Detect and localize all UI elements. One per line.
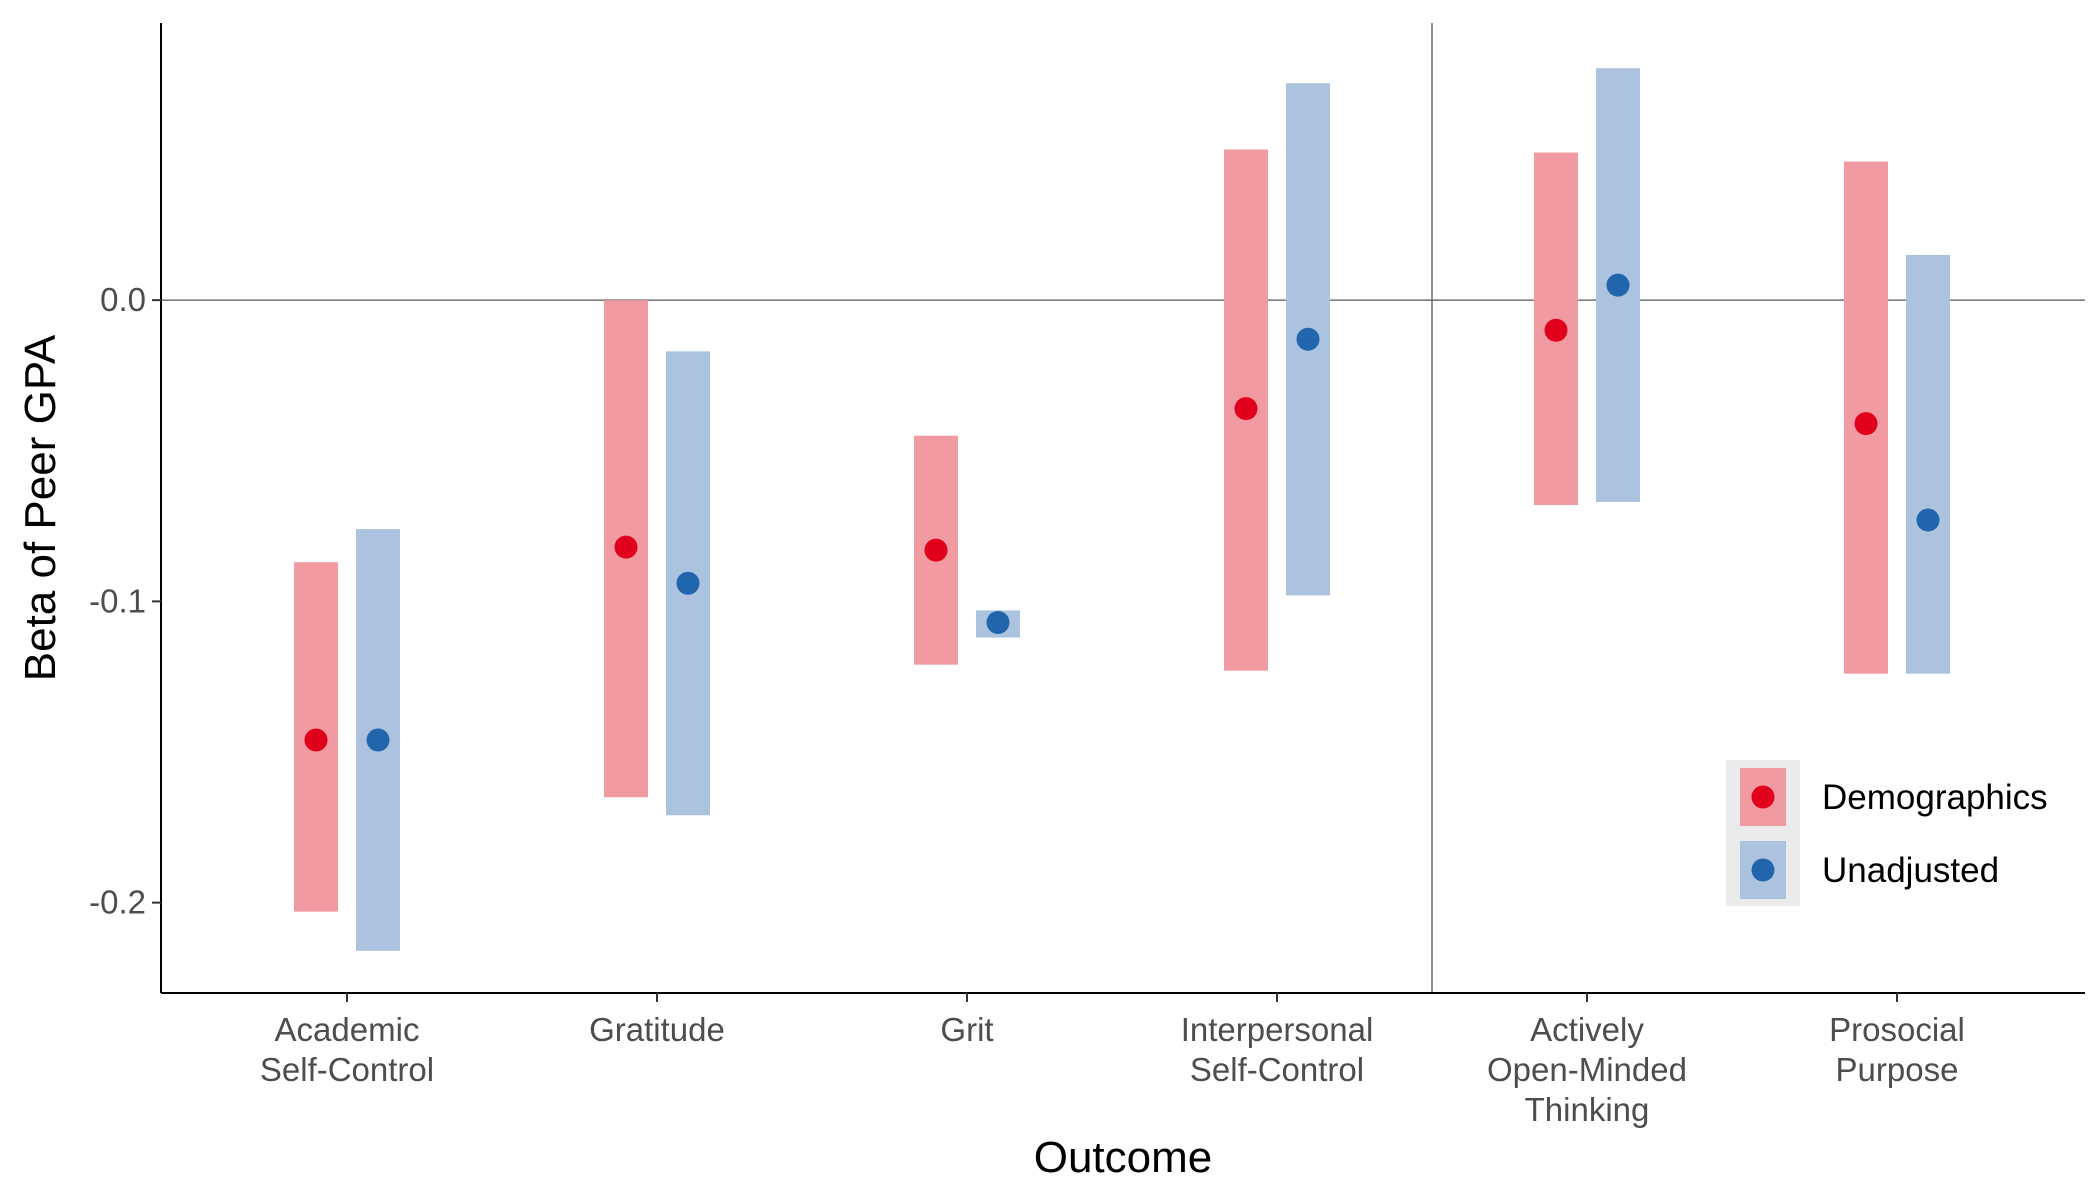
x-tick-label-5: Prosocial Purpose: [1829, 1011, 1965, 1088]
x-tick-label-line: Thinking: [1525, 1091, 1650, 1128]
estimate-points: [304, 273, 1940, 752]
legend-key-demographics-point: [1751, 785, 1775, 809]
unadjusted-point-0: [366, 728, 390, 752]
demographics-point-5: [1854, 412, 1878, 436]
x-tick-label-line: Open-Minded: [1487, 1051, 1687, 1088]
x-tick-label-2: Grit: [940, 1011, 993, 1048]
x-tick-label-line: Purpose: [1836, 1051, 1959, 1088]
y-axis-title: Beta of Peer GPA: [16, 334, 65, 681]
y-tick-label-0: 0.0: [100, 281, 146, 318]
y-tick-label-2: -0.2: [89, 884, 146, 921]
x-tick-label-0: Academic Self-Control: [260, 1011, 434, 1088]
reference-lines: [161, 23, 2085, 993]
x-tick-label-line: Interpersonal: [1181, 1011, 1374, 1048]
unadjusted-point-3: [1296, 327, 1320, 351]
legend-key-unadjusted-point: [1751, 858, 1775, 882]
demographics-point-0: [304, 728, 328, 752]
unadjusted-point-2: [986, 610, 1010, 634]
unadjusted-point-5: [1916, 508, 1940, 532]
x-tick-label-line: Self-Control: [1190, 1051, 1364, 1088]
x-tick-label-3: Interpersonal Self-Control: [1181, 1011, 1374, 1088]
legend-label-unadjusted: Unadjusted: [1822, 851, 1999, 890]
x-tick-label-line: Actively: [1530, 1011, 1644, 1048]
legend-label-demographics: Demographics: [1822, 778, 2048, 817]
x-tick-label-1: Gratitude: [589, 1011, 725, 1048]
x-tick-label-4: Actively Open-Minded Thinking: [1487, 1011, 1687, 1128]
x-axis-title: Outcome: [1034, 1133, 1213, 1182]
unadjusted-point-1: [676, 571, 700, 595]
interval-bars: [294, 68, 1950, 951]
x-tick-label-line: Self-Control: [260, 1051, 434, 1088]
x-tick-label-line: Academic: [275, 1011, 420, 1048]
demographics-point-3: [1234, 397, 1258, 421]
legend: Demographics Unadjusted: [1726, 760, 2048, 906]
unadjusted-interval-bar-5: [1906, 254, 1950, 674]
x-tick-label-line: Grit: [940, 1011, 993, 1048]
y-tick-label-1: -0.1: [89, 582, 146, 619]
demographics-point-2: [924, 538, 948, 562]
demographics-point-1: [614, 535, 638, 559]
x-tick-label-line: Prosocial: [1829, 1011, 1965, 1048]
x-tick-label-line: Gratitude: [589, 1011, 725, 1048]
demographics-point-4: [1544, 318, 1568, 342]
unadjusted-point-4: [1606, 273, 1630, 297]
